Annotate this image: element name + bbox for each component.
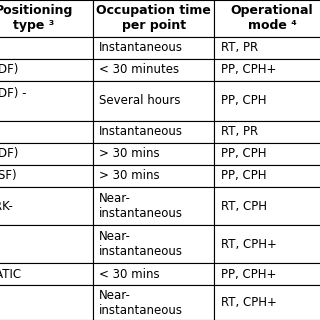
- Text: Occupation time
per point: Occupation time per point: [96, 4, 211, 32]
- Text: Several hours: Several hours: [99, 94, 181, 107]
- Text: PP, CPH+: PP, CPH+: [221, 268, 276, 281]
- Text: RT, CPH+: RT, CPH+: [221, 296, 277, 309]
- Text: IC (DF): IC (DF): [0, 63, 18, 76]
- Bar: [214, 263, 320, 285]
- Text: RT, CPH: RT, CPH: [221, 199, 267, 212]
- Bar: [0, 59, 93, 81]
- Bar: [214, 285, 320, 320]
- Text: RT, CPH+: RT, CPH+: [221, 238, 277, 251]
- Text: Operational
mode ⁴: Operational mode ⁴: [231, 4, 313, 32]
- Text: IC (SF): IC (SF): [0, 169, 16, 182]
- Bar: [214, 187, 320, 225]
- Bar: [0, 263, 93, 285]
- Text: < 30 minutes: < 30 minutes: [99, 63, 179, 76]
- Bar: [214, 37, 320, 59]
- Text: > 30 mins: > 30 mins: [99, 169, 160, 182]
- Bar: [214, 121, 320, 143]
- Text: IC (DF): IC (DF): [0, 147, 18, 160]
- Bar: [0, 187, 93, 225]
- Bar: [93, 187, 214, 225]
- Text: PP, CPH: PP, CPH: [221, 94, 266, 107]
- Bar: [93, 285, 214, 320]
- Bar: [214, 0, 320, 37]
- Text: Near-
instantaneous: Near- instantaneous: [99, 230, 183, 258]
- Bar: [214, 165, 320, 187]
- Bar: [93, 37, 214, 59]
- Text: Near-
instantaneous: Near- instantaneous: [99, 289, 183, 317]
- Text: VORK-: VORK-: [0, 199, 13, 212]
- Text: PP, CPH+: PP, CPH+: [221, 63, 276, 76]
- Bar: [93, 225, 214, 263]
- Bar: [93, 165, 214, 187]
- Text: RT, PR: RT, PR: [221, 125, 258, 138]
- Bar: [93, 263, 214, 285]
- Bar: [0, 0, 93, 37]
- Bar: [214, 59, 320, 81]
- Text: Instantaneous: Instantaneous: [99, 125, 183, 138]
- Bar: [93, 121, 214, 143]
- Text: PP, CPH: PP, CPH: [221, 147, 266, 160]
- Bar: [0, 285, 93, 320]
- Text: Near-
instantaneous: Near- instantaneous: [99, 192, 183, 220]
- Text: IC (DF) -
sy: IC (DF) - sy: [0, 87, 26, 115]
- Bar: [214, 81, 320, 121]
- Text: > 30 mins: > 30 mins: [99, 147, 160, 160]
- Text: PP, CPH: PP, CPH: [221, 169, 266, 182]
- Bar: [0, 165, 93, 187]
- Bar: [214, 225, 320, 263]
- Bar: [0, 143, 93, 165]
- Text: Instantaneous: Instantaneous: [99, 41, 183, 54]
- Bar: [93, 59, 214, 81]
- Bar: [93, 0, 214, 37]
- Text: -STATIC: -STATIC: [0, 268, 22, 281]
- Bar: [0, 37, 93, 59]
- Text: RT, PR: RT, PR: [221, 41, 258, 54]
- Text: Positioning
type ³: Positioning type ³: [0, 4, 73, 32]
- Bar: [93, 81, 214, 121]
- Bar: [0, 225, 93, 263]
- Bar: [0, 121, 93, 143]
- Bar: [93, 143, 214, 165]
- Bar: [0, 81, 93, 121]
- Text: GPS: GPS: [0, 41, 1, 54]
- Bar: [214, 143, 320, 165]
- Text: < 30 mins: < 30 mins: [99, 268, 160, 281]
